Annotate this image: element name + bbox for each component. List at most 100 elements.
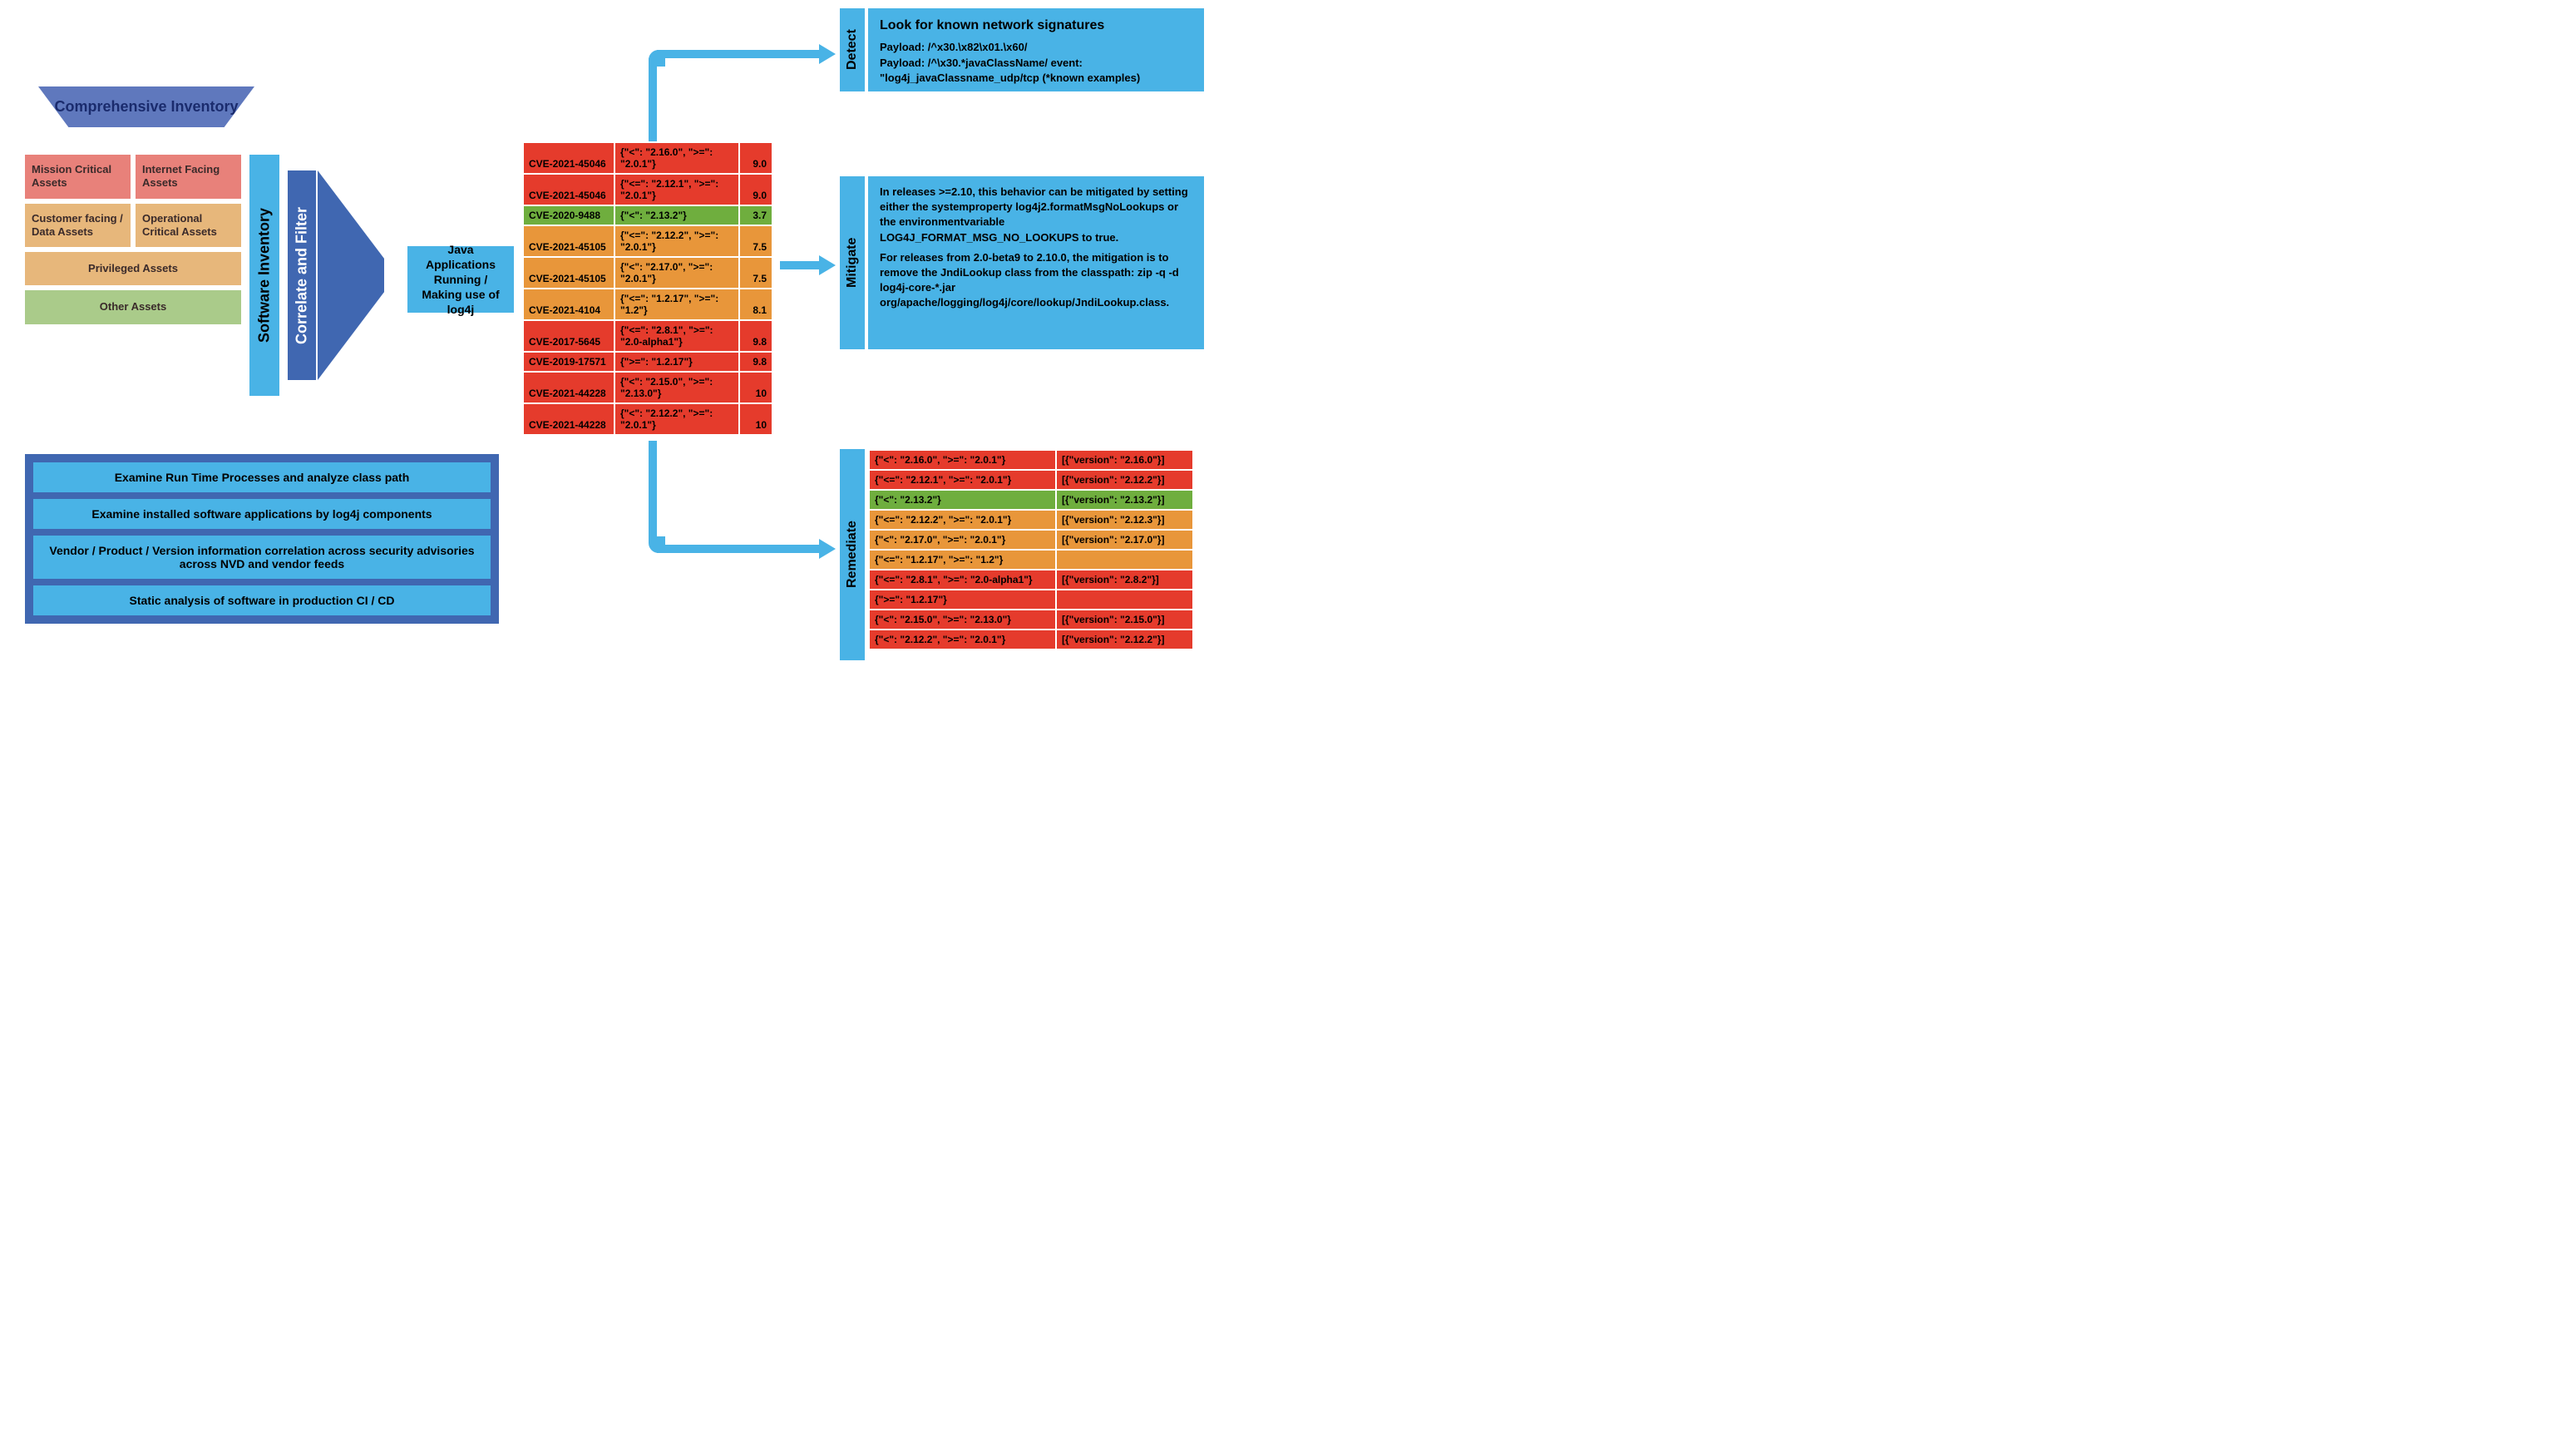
cve-version-range: {"<=": "1.2.17", ">=": "1.2"} — [614, 289, 739, 320]
arrow-head-icon — [819, 44, 836, 64]
remediate-fix: [{"version": "2.16.0"}] — [1056, 450, 1193, 470]
cve-version-range: {">=": "1.2.17"} — [614, 352, 739, 372]
step-vendor: Vendor / Product / Version information c… — [33, 536, 491, 579]
mitigate-bar: Mitigate — [840, 176, 865, 349]
cve-id: CVE-2021-45105 — [523, 225, 614, 257]
remediate-fix — [1056, 550, 1193, 570]
arrow-segment — [657, 50, 819, 58]
remediate-bar: Remediate — [840, 449, 865, 660]
cve-id: CVE-2021-45046 — [523, 174, 614, 205]
cve-row: CVE-2021-44228{"<": "2.12.2", ">=": "2.0… — [523, 403, 772, 435]
remediate-fix: [{"version": "2.12.2"}] — [1056, 630, 1193, 649]
remediate-row: {"<=": "2.12.1", ">=": "2.0.1"}[{"versio… — [869, 470, 1193, 490]
cve-version-range: {"<=": "2.12.1", ">=": "2.0.1"} — [614, 174, 739, 205]
remediate-fix: [{"version": "2.17.0"}] — [1056, 530, 1193, 550]
remediate-fix: [{"version": "2.12.3"}] — [1056, 510, 1193, 530]
remediate-range: {"<": "2.17.0", ">=": "2.0.1"} — [869, 530, 1056, 550]
remediate-row: {"<=": "1.2.17", ">=": "1.2"} — [869, 550, 1193, 570]
cve-id: CVE-2017-5645 — [523, 320, 614, 352]
cve-score: 10 — [739, 372, 772, 403]
cve-version-range: {"<": "2.15.0", ">=": "2.13.0"} — [614, 372, 739, 403]
remediate-row: {">=": "1.2.17"} — [869, 590, 1193, 610]
cve-row: CVE-2021-45046{"<": "2.16.0", ">=": "2.0… — [523, 142, 772, 174]
cve-id: CVE-2021-44228 — [523, 372, 614, 403]
remediate-range: {"<=": "1.2.17", ">=": "1.2"} — [869, 550, 1056, 570]
arrow-segment — [649, 441, 657, 541]
cve-table: CVE-2021-45046{"<": "2.16.0", ">=": "2.0… — [522, 141, 773, 436]
remediate-row: {"<": "2.17.0", ">=": "2.0.1"}[{"version… — [869, 530, 1193, 550]
remediate-fix: [{"version": "2.8.2"}] — [1056, 570, 1193, 590]
remediate-row: {"<": "2.16.0", ">=": "2.0.1"}[{"version… — [869, 450, 1193, 470]
detect-line-1: Payload: /^x30.\x82\x01.\x60/ — [880, 40, 1192, 55]
cve-version-range: {"<": "2.12.2", ">=": "2.0.1"} — [614, 403, 739, 435]
cve-row: CVE-2021-45046{"<=": "2.12.1", ">=": "2.… — [523, 174, 772, 205]
cve-score: 9.8 — [739, 320, 772, 352]
funnel-shape — [318, 170, 384, 380]
cve-score: 9.8 — [739, 352, 772, 372]
remediate-fix: [{"version": "2.13.2"}] — [1056, 490, 1193, 510]
cve-id: CVE-2021-45105 — [523, 257, 614, 289]
detect-box: Look for known network signatures Payloa… — [868, 8, 1204, 91]
analysis-steps: Examine Run Time Processes and analyze c… — [25, 454, 499, 624]
cve-id: CVE-2019-17571 — [523, 352, 614, 372]
remediate-range: {"<=": "2.12.1", ">=": "2.0.1"} — [869, 470, 1056, 490]
asset-customer-data: Customer facing / Data Assets — [25, 204, 131, 248]
cve-row: CVE-2021-45105{"<": "2.17.0", ">=": "2.0… — [523, 257, 772, 289]
cve-id: CVE-2021-44228 — [523, 403, 614, 435]
remediate-range: {"<": "2.12.2", ">=": "2.0.1"} — [869, 630, 1056, 649]
cve-id: CVE-2021-45046 — [523, 142, 614, 174]
arrow-segment — [649, 58, 657, 141]
step-static: Static analysis of software in productio… — [33, 585, 491, 615]
cve-row: CVE-2017-5645{"<=": "2.8.1", ">=": "2.0-… — [523, 320, 772, 352]
cve-row: CVE-2019-17571{">=": "1.2.17"}9.8 — [523, 352, 772, 372]
asset-privileged: Privileged Assets — [25, 252, 241, 285]
detect-bar: Detect — [840, 8, 865, 91]
remediate-row: {"<=": "2.8.1", ">=": "2.0-alpha1"}[{"ve… — [869, 570, 1193, 590]
remediate-fix: [{"version": "2.15.0"}] — [1056, 610, 1193, 630]
remediate-fix — [1056, 590, 1193, 610]
cve-score: 7.5 — [739, 257, 772, 289]
software-inventory-bar: Software Inventory — [249, 155, 279, 396]
detect-heading: Look for known network signatures — [880, 17, 1192, 35]
remediate-range: {"<": "2.15.0", ">=": "2.13.0"} — [869, 610, 1056, 630]
cve-version-range: {"<": "2.17.0", ">=": "2.0.1"} — [614, 257, 739, 289]
step-runtime: Examine Run Time Processes and analyze c… — [33, 462, 491, 492]
remediate-range: {"<=": "2.8.1", ">=": "2.0-alpha1"} — [869, 570, 1056, 590]
mitigate-box: In releases >=2.10, this behavior can be… — [868, 176, 1204, 349]
remediate-row: {"<": "2.13.2"}[{"version": "2.13.2"}] — [869, 490, 1193, 510]
mitigate-p1: In releases >=2.10, this behavior can be… — [880, 185, 1192, 245]
cve-score: 9.0 — [739, 174, 772, 205]
asset-operational: Operational Critical Assets — [136, 204, 241, 248]
java-applications-box: Java Applications Running / Making use o… — [407, 246, 514, 313]
remediate-row: {"<": "2.15.0", ">=": "2.13.0"}[{"versio… — [869, 610, 1193, 630]
cve-score: 8.1 — [739, 289, 772, 320]
asset-other: Other Assets — [25, 290, 241, 323]
remediate-table: {"<": "2.16.0", ">=": "2.0.1"}[{"version… — [868, 449, 1194, 650]
remediate-row: {"<": "2.12.2", ">=": "2.0.1"}[{"version… — [869, 630, 1193, 649]
asset-internet-facing: Internet Facing Assets — [136, 155, 241, 199]
arrow-segment — [657, 545, 819, 553]
cve-score: 3.7 — [739, 205, 772, 225]
cve-version-range: {"<": "2.16.0", ">=": "2.0.1"} — [614, 142, 739, 174]
cve-version-range: {"<=": "2.8.1", ">=": "2.0-alpha1"} — [614, 320, 739, 352]
cve-version-range: {"<=": "2.12.2", ">=": "2.0.1"} — [614, 225, 739, 257]
detect-line-2: Payload: /^\x30.*javaClassName/ event: "… — [880, 56, 1192, 86]
remediate-range: {"<": "2.16.0", ">=": "2.0.1"} — [869, 450, 1056, 470]
remediate-fix: [{"version": "2.12.2"}] — [1056, 470, 1193, 490]
asset-grid: Mission Critical Assets Internet Facing … — [25, 155, 241, 324]
cve-id: CVE-2020-9488 — [523, 205, 614, 225]
cve-row: CVE-2021-45105{"<=": "2.12.2", ">=": "2.… — [523, 225, 772, 257]
cve-version-range: {"<": "2.13.2"} — [614, 205, 739, 225]
comprehensive-inventory-header: Comprehensive Inventory — [38, 86, 254, 127]
remediate-range: {"<": "2.13.2"} — [869, 490, 1056, 510]
step-installed: Examine installed software applications … — [33, 499, 491, 529]
remediate-range: {">=": "1.2.17"} — [869, 590, 1056, 610]
cve-score: 7.5 — [739, 225, 772, 257]
cve-row: CVE-2020-9488{"<": "2.13.2"}3.7 — [523, 205, 772, 225]
arrow-head-icon — [819, 539, 836, 559]
mitigate-p2: For releases from 2.0-beta9 to 2.10.0, t… — [880, 250, 1192, 311]
cve-score: 9.0 — [739, 142, 772, 174]
asset-mission-critical: Mission Critical Assets — [25, 155, 131, 199]
remediate-row: {"<=": "2.12.2", ">=": "2.0.1"}[{"versio… — [869, 510, 1193, 530]
cve-row: CVE-2021-4104{"<=": "1.2.17", ">=": "1.2… — [523, 289, 772, 320]
